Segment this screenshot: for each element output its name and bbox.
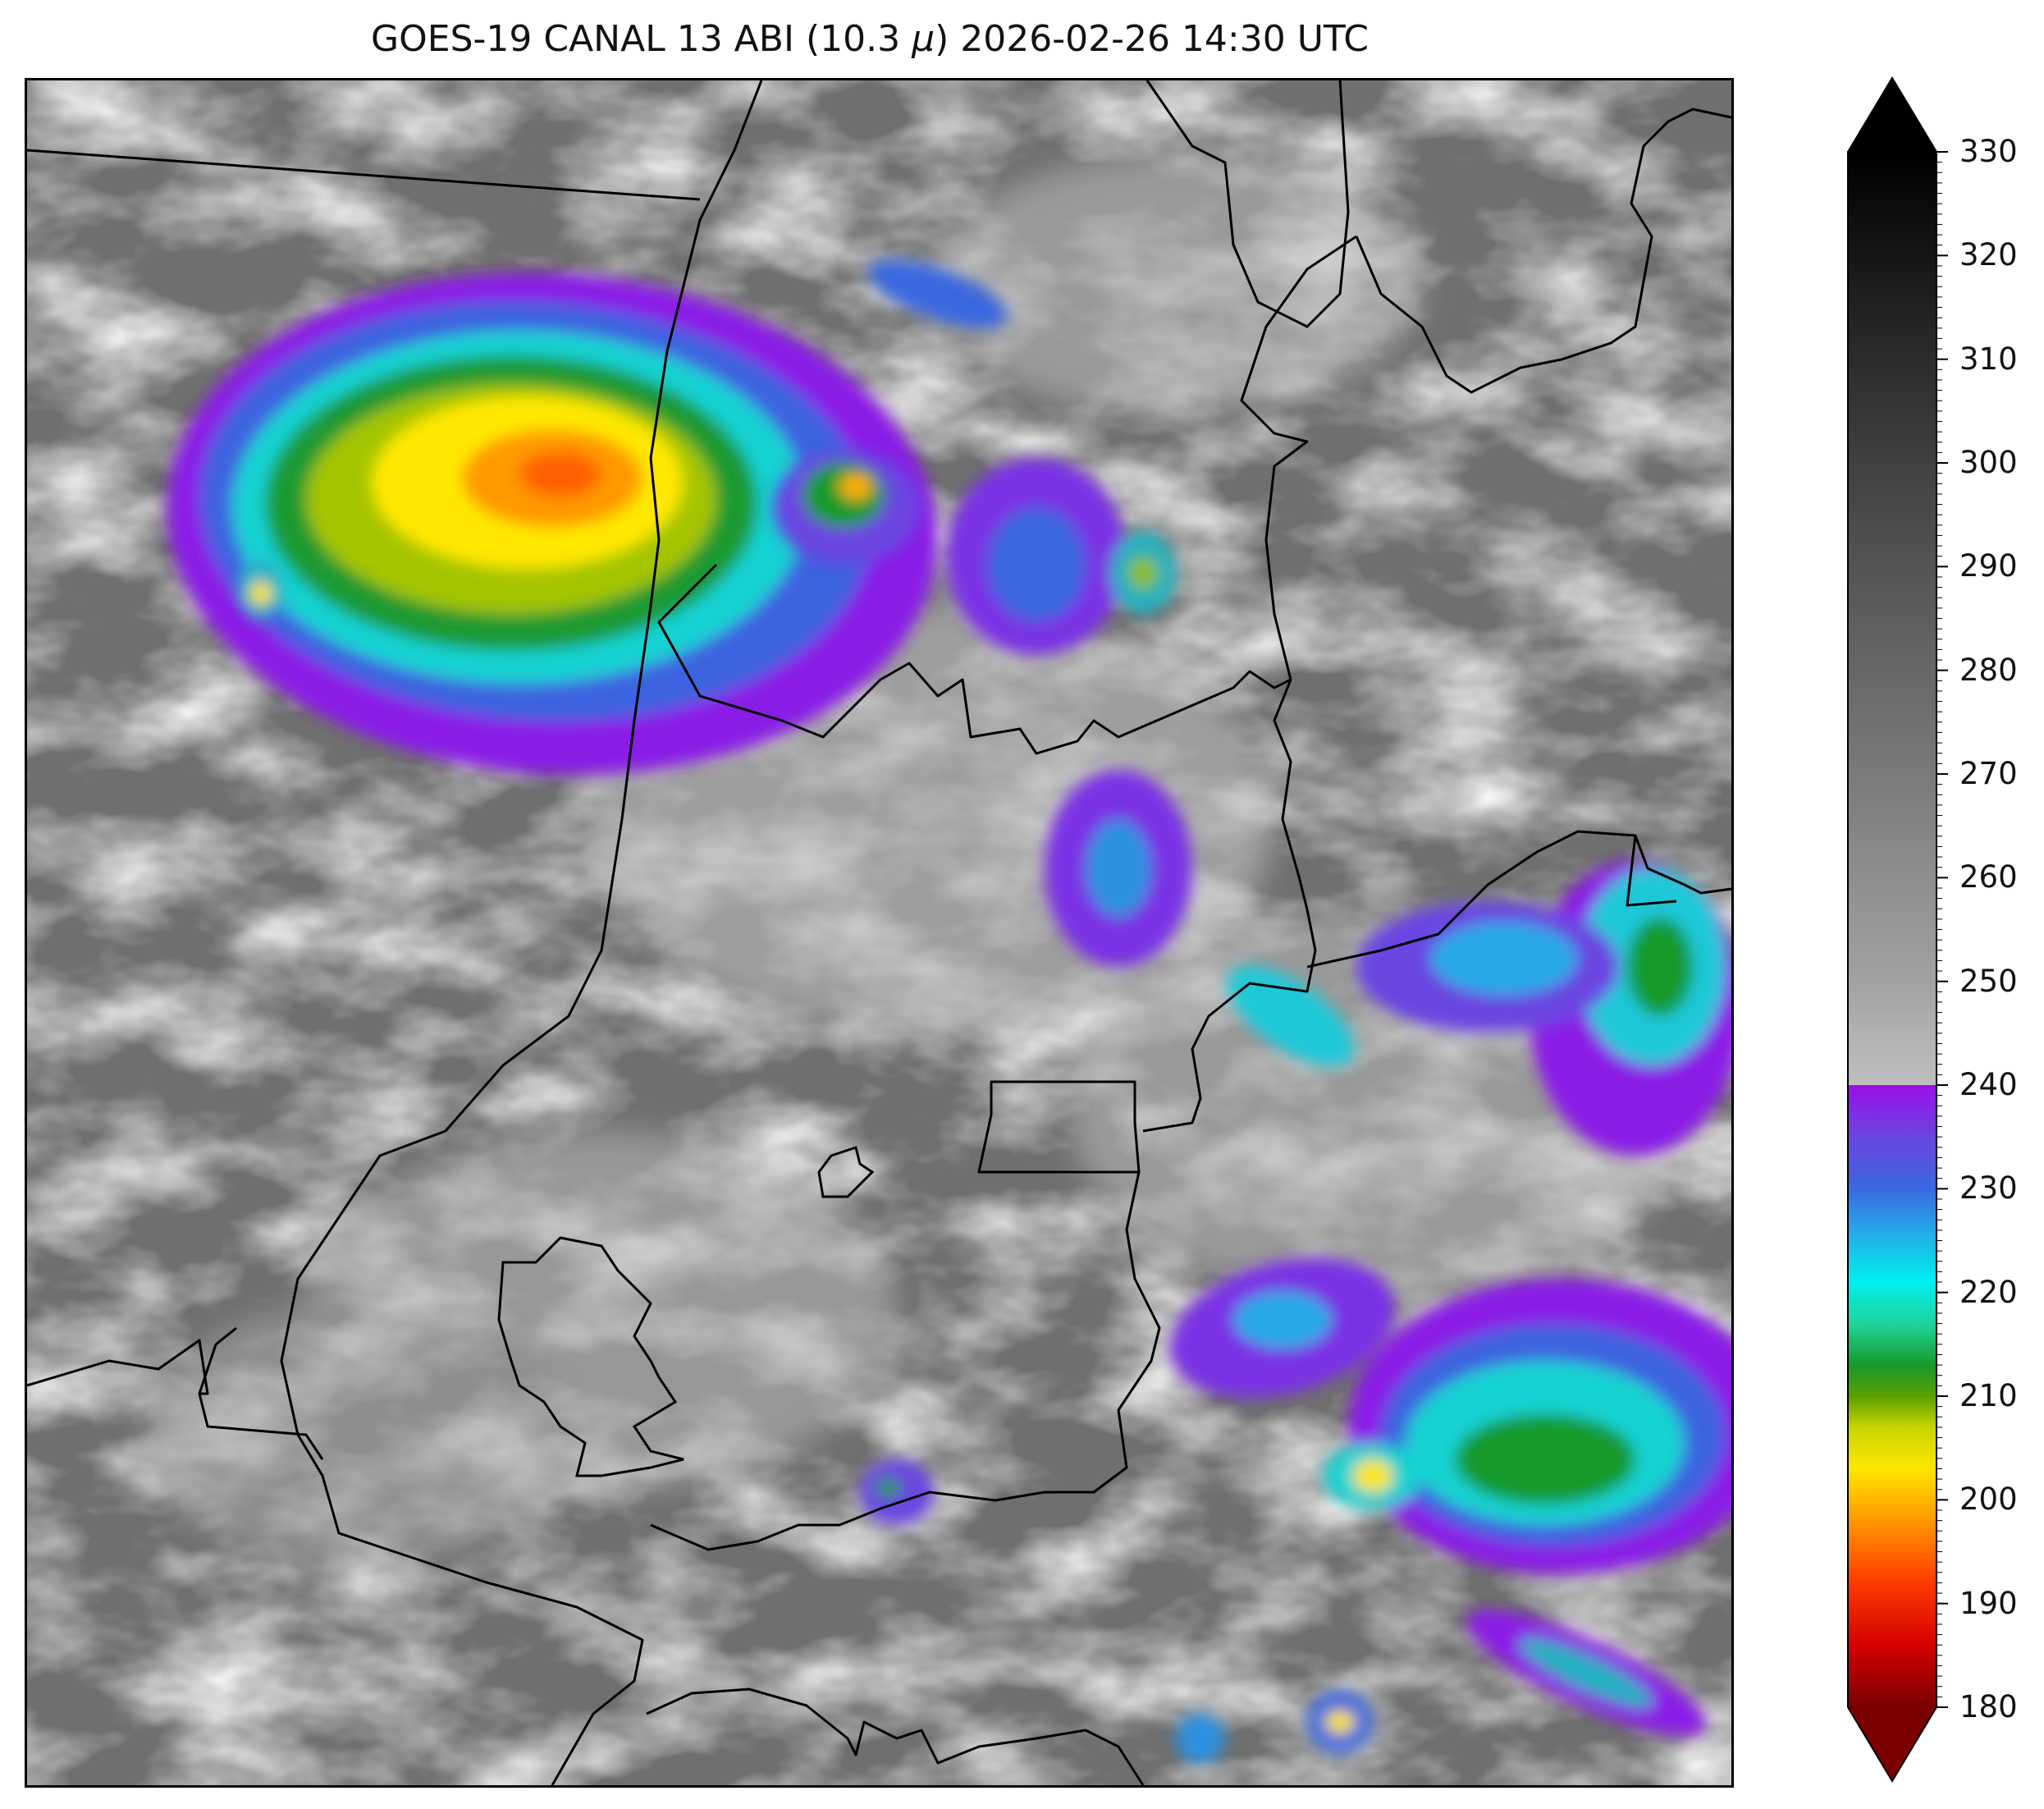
satellite-map (27, 80, 1731, 1785)
colorbar-tick-label: 270 (1959, 756, 2018, 791)
colorbar-tick-label: 200 (1959, 1482, 2018, 1518)
colorbar-tick-label: 180 (1959, 1689, 2018, 1724)
convective-cells-southeast (860, 1257, 1731, 1763)
satellite-image-panel[interactable] (25, 78, 1734, 1788)
title-band-symbol: μ (912, 18, 935, 60)
colorbar-tick-label: 300 (1959, 445, 2018, 480)
colorbar-extend-min (1848, 1707, 1937, 1781)
colorbar-tick-label: 310 (1959, 341, 2018, 377)
colorbar-tick-label: 220 (1959, 1274, 2018, 1310)
colorbar-tick-label: 190 (1959, 1585, 2018, 1621)
state-borders (27, 80, 1731, 1785)
title-band-close: ) (935, 18, 949, 60)
title-satellite: GOES-19 CANAL 13 ABI (371, 18, 794, 60)
municipal-outlines (497, 1146, 875, 1477)
colorbar-tick-label: 280 (1959, 652, 2018, 688)
temperature-colorbar (1846, 76, 1969, 1791)
light-cloud-field (142, 154, 1693, 1566)
colorbar-gradient (1848, 152, 1937, 1707)
colorbar-tick-label: 250 (1959, 963, 2018, 999)
map-title: GOES-19 CANAL 13 ABI (10.3 μ) 2026-02-26… (0, 18, 1740, 60)
colorbar-tick-label: 210 (1959, 1378, 2018, 1413)
colorbar-tick-label: 240 (1959, 1067, 2018, 1102)
colorbar-tick-label: 230 (1959, 1170, 2018, 1207)
colorbar-tick-label: 290 (1959, 548, 2018, 584)
colorbar-graphic (1847, 76, 1948, 1783)
colorbar-tick-label: 320 (1959, 237, 2018, 273)
title-datetime: 2026-02-26 14:30 UTC (960, 18, 1369, 60)
colorbar-tick-label: 260 (1959, 859, 2018, 895)
title-band-open: (10.3 (805, 18, 912, 60)
colorbar-tick-label: 330 (1959, 134, 2018, 169)
convective-cell-northwest (167, 259, 1176, 776)
colorbar-extend-max (1848, 78, 1937, 152)
convective-cells-east (1045, 770, 1731, 1156)
